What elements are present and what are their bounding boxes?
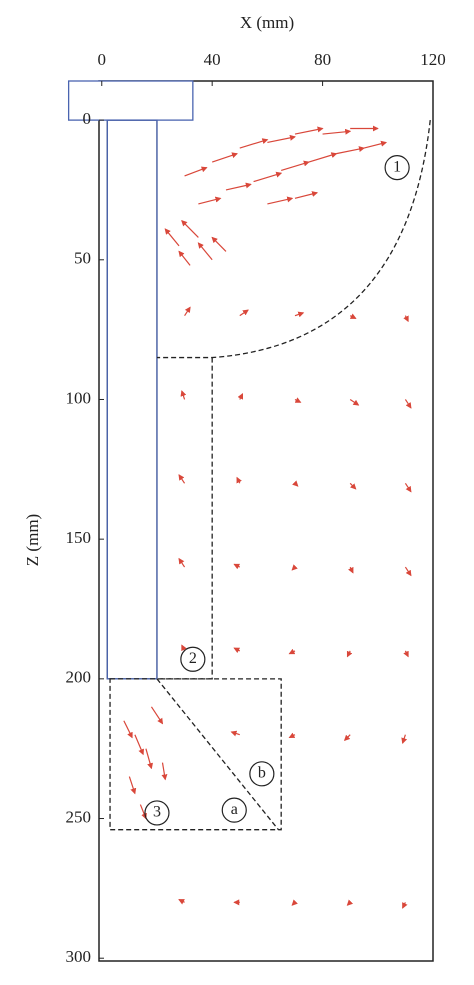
- annotation-circle: [144, 800, 170, 826]
- vector-arrow: [239, 138, 269, 149]
- vector-arrow: [288, 648, 296, 655]
- vector-arrow: [308, 152, 338, 163]
- vector-arrow: [184, 306, 191, 316]
- vector-arrow: [349, 313, 357, 319]
- annotation: 2: [189, 650, 197, 667]
- annotation-circle: [180, 646, 206, 672]
- annotation: 3: [153, 804, 161, 821]
- vector-arrow: [288, 732, 296, 739]
- vector-arrow: [349, 482, 357, 490]
- vector-arrow: [178, 557, 186, 568]
- vector-arrow: [267, 196, 294, 205]
- vector-arrow: [281, 160, 310, 171]
- vector-arrow: [404, 482, 412, 493]
- annotation-circle: [221, 797, 247, 823]
- vector-arrow: [164, 228, 180, 247]
- y-tick-label: 250: [66, 807, 92, 826]
- vector-arrow: [294, 397, 302, 403]
- annotation: 1: [393, 158, 401, 175]
- vector-arrow: [230, 730, 240, 737]
- vector-arrow: [233, 647, 241, 654]
- y-tick-label: 150: [66, 528, 92, 547]
- vector-arrow: [237, 392, 244, 400]
- vector-arrow: [401, 734, 408, 745]
- vector-arrow: [348, 566, 354, 574]
- vector-arrow: [184, 166, 208, 177]
- vector-arrow: [363, 140, 388, 149]
- vector-arrow: [404, 566, 412, 577]
- vector-arrow: [178, 250, 191, 266]
- vector-arrow: [291, 564, 298, 571]
- vector-arrow: [294, 311, 305, 318]
- region-boundary: [109, 678, 282, 831]
- vector-arrow: [128, 776, 137, 795]
- vector-arrow: [294, 191, 319, 199]
- vector-arrow: [322, 128, 352, 135]
- vector-arrow: [181, 644, 187, 652]
- vector-arrow: [197, 242, 213, 261]
- vector-arrow: [145, 748, 153, 770]
- y-tick-label: 0: [83, 109, 92, 128]
- y-tick-label: 100: [66, 388, 92, 407]
- vector-arrow: [346, 650, 353, 658]
- vector-arrow: [336, 146, 365, 155]
- vector-arrow: [402, 902, 408, 909]
- vector-arrow: [134, 734, 144, 756]
- y-tick-label: 300: [66, 947, 92, 966]
- x-tick-label: 0: [98, 50, 107, 69]
- vector-arrow: [178, 474, 186, 484]
- plot-frame: [98, 80, 434, 962]
- y-tick-label: 50: [74, 249, 91, 268]
- vector-arrow: [267, 134, 296, 144]
- shaft-outline: [106, 119, 158, 680]
- shaft: [106, 119, 158, 680]
- region-boundary: [156, 120, 431, 680]
- vector-arrow: [349, 398, 360, 406]
- vector-arrow: [161, 762, 168, 781]
- y-axis-label: Z (mm): [23, 514, 42, 566]
- annotation: a: [231, 801, 238, 818]
- vector-arrow: [253, 171, 283, 183]
- vector-arrow: [343, 734, 351, 742]
- vector-arrow: [403, 650, 409, 658]
- annotation: b: [258, 764, 266, 781]
- vector-arrow: [236, 476, 242, 484]
- vector-arrow: [211, 152, 238, 163]
- vector-arrow: [403, 315, 409, 323]
- x-tick-label: 120: [420, 50, 446, 69]
- vector-arrow: [123, 720, 133, 739]
- vector-arrow: [150, 706, 164, 725]
- vector-arrow: [291, 899, 298, 906]
- vector-arrow: [178, 899, 185, 905]
- y-tick-label: 200: [66, 668, 92, 687]
- vector-arrow: [292, 480, 299, 487]
- x-tick-label: 40: [204, 50, 221, 69]
- vector-arrow: [233, 563, 241, 570]
- x-axis-label: X (mm): [240, 13, 294, 32]
- vector-arrow: [211, 236, 227, 252]
- vector-arrow: [346, 899, 354, 906]
- vector-arrow: [225, 182, 252, 191]
- vector-arrow: [198, 196, 222, 205]
- vector-arrow: [239, 309, 249, 317]
- x-tick-label: 80: [314, 50, 331, 69]
- annotation-circle: [384, 155, 410, 181]
- vector-arrow: [294, 126, 324, 135]
- annotation-circle: [249, 761, 275, 787]
- vector-arrow: [180, 390, 187, 400]
- vector-arrow: [404, 399, 412, 409]
- vector-arrow: [181, 219, 199, 238]
